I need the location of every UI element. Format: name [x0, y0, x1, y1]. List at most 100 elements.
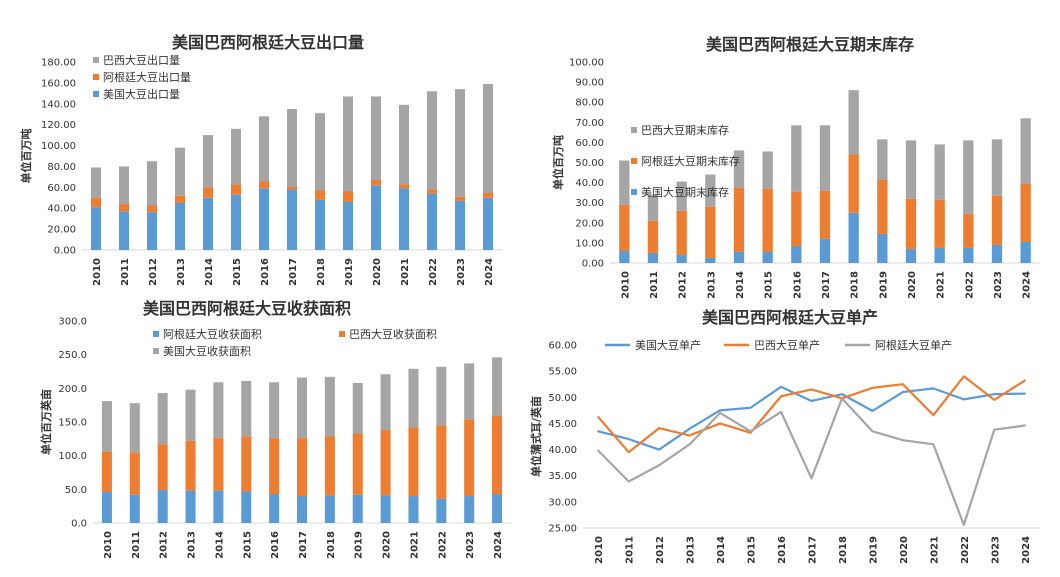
bar-1-2011: [647, 252, 659, 263]
bar-3-2010: [90, 167, 102, 198]
x-tick-label: 2021: [929, 536, 940, 564]
x-tick-label: 2024: [493, 531, 504, 559]
x-tick-label: 2024: [1021, 536, 1032, 564]
x-tick-label: 2013: [176, 258, 187, 286]
chart-yield-svg: 美国巴西阿根廷大豆单产 25.00 30.00 35.00 40.00 45.00 50.0…: [529, 308, 1040, 564]
bar-3-2022: [963, 140, 974, 214]
x-tick-label: 2010: [103, 531, 114, 559]
legend-label: 美国大豆期末库存: [641, 185, 729, 199]
chart-harvest-area-svg: 美国巴西阿根廷大豆收获面积 0.0 50.0 100.0 150.0 200.0 250.0…: [39, 299, 511, 559]
bar-2-2023: [464, 419, 475, 497]
x-tick-label: 2020: [382, 531, 393, 559]
bar-1-2022: [426, 193, 438, 250]
y-tick-label: 160.00: [41, 78, 76, 89]
bar-3-2018: [324, 376, 335, 437]
bar-1-2019: [877, 233, 888, 263]
y-tick-label: 10.00: [575, 238, 604, 249]
bar-3-2014: [733, 150, 745, 188]
bar-1-2021: [934, 247, 945, 263]
bar-1-2014: [202, 197, 214, 250]
bar-3-2021: [408, 368, 419, 428]
bar-2-2023: [991, 195, 1003, 245]
bar-2-2020: [370, 180, 382, 186]
chart-export-volume: 美国巴西阿根廷大豆出口量 0.00 20.00 40.00 60.00 80.00 100.…: [0, 30, 520, 295]
legend-label: 巴西大豆单产: [754, 338, 820, 352]
bar-3-2013: [185, 389, 196, 441]
bar-3-2012: [146, 161, 158, 206]
bar-3-2013: [174, 147, 186, 196]
x-tick-label: 2016: [260, 258, 271, 286]
bar-2-2013: [705, 206, 716, 258]
bar-3-2020: [905, 140, 917, 199]
bar-1-2015: [241, 491, 252, 523]
legend-label: 巴西大豆出口量: [103, 53, 180, 67]
bar-3-2016: [269, 382, 280, 439]
x-tick-label: 2011: [649, 271, 660, 299]
bar-2-2015: [762, 188, 773, 252]
y-tick-label: 250.0: [58, 350, 87, 361]
bar-2-2010: [619, 204, 630, 251]
legend-swatch: [631, 189, 637, 195]
bar-3-2011: [647, 194, 659, 221]
y-tick-label: 80.00: [575, 98, 604, 109]
bar-1-2016: [258, 188, 270, 250]
bar-1-2010: [90, 207, 102, 250]
y-tick-label: 120.00: [41, 120, 76, 131]
x-tick-label: 2018: [850, 271, 861, 299]
bar-2-2011: [129, 452, 140, 495]
bar-2-2019: [352, 433, 363, 495]
x-tick-label: 2013: [187, 531, 198, 559]
chart-ending-stocks: 美国巴西阿根廷大豆期末库存 0.00 10.00 20.00 30.00 40.00 50.…: [540, 30, 1060, 300]
bar-1-2024: [1020, 241, 1031, 263]
bar-3-2011: [118, 166, 130, 205]
bar-1-2017: [286, 189, 298, 250]
bar-1-2022: [436, 498, 447, 523]
y-axis-title: 单位百万吨: [19, 129, 33, 184]
chart-harvest-area: 美国巴西阿根廷大豆收获面积 0.0 50.0 100.0 150.0 200.0 250.0…: [0, 297, 520, 577]
bar-2-2019: [877, 179, 888, 234]
bar-2-2013: [174, 195, 186, 203]
bar-3-2010: [101, 401, 112, 452]
legend-label: 阿根廷大豆收获面积: [163, 327, 262, 341]
bar-3-2022: [436, 366, 447, 426]
bar-3-2014: [213, 382, 224, 439]
y-tick-label: 20.00: [575, 218, 604, 229]
bar-1-2016: [269, 494, 280, 523]
bar-1-2024: [482, 197, 494, 250]
y-tick-label: 40.00: [548, 445, 577, 456]
x-tick-label: 2023: [993, 271, 1004, 299]
bar-1-2012: [146, 212, 158, 250]
bar-1-2019: [352, 494, 363, 523]
x-tick-label: 2016: [270, 531, 281, 559]
legend-swatch: [631, 127, 637, 133]
bar-1-2019: [342, 201, 354, 250]
x-tick-label: 2010: [620, 271, 631, 299]
x-tick-label: 2015: [232, 258, 243, 286]
bar-3-2011: [129, 403, 140, 453]
bar-2-2013: [185, 440, 196, 491]
bar-2-2020: [380, 430, 391, 496]
bar-3-2018: [848, 90, 859, 155]
bar-2-2023: [454, 196, 466, 201]
bar-1-2018: [314, 199, 326, 250]
bar-3-2020: [380, 374, 391, 431]
bar-3-2017: [819, 125, 831, 191]
bar-1-2021: [398, 188, 410, 250]
x-tick-label: 2016: [777, 536, 788, 564]
bar-3-2021: [934, 144, 945, 200]
bar-3-2018: [314, 113, 326, 191]
bar-2-2016: [258, 181, 270, 189]
y-tick-label: 20.00: [47, 225, 76, 236]
bar-1-2015: [762, 251, 773, 263]
x-tick-label: 2019: [868, 536, 879, 564]
legend-swatch: [631, 158, 637, 164]
x-tick-label: 2019: [344, 258, 355, 286]
chart-export-volume-svg: 美国巴西阿根廷大豆出口量 0.00 20.00 40.00 60.00 80.00 100.…: [19, 33, 502, 286]
bar-2-2014: [733, 187, 745, 252]
x-tick-label: 2022: [960, 536, 971, 564]
bar-2-2019: [342, 191, 354, 202]
y-tick-label: 60.00: [548, 341, 577, 352]
bar-3-2019: [342, 96, 354, 192]
bar-1-2013: [705, 257, 716, 263]
bar-3-2017: [286, 109, 298, 187]
